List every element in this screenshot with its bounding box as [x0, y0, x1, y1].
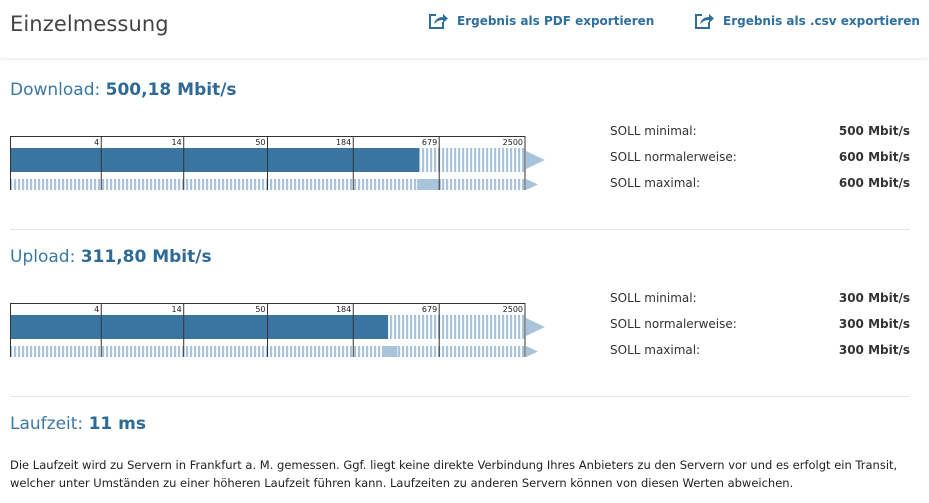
download-section: Download: 500,18 Mbit/s	[10, 80, 910, 100]
soll-range	[383, 346, 398, 357]
soll-value: 500 Mbit/s	[838, 124, 910, 138]
tick-label: 679	[422, 305, 437, 314]
divider	[10, 396, 910, 397]
tick-label: 184	[336, 305, 351, 314]
download-value: 500,18 Mbit/s	[105, 80, 237, 100]
tick-label: 14	[172, 138, 182, 147]
soll-row: SOLL normalerweise: 300 Mbit/s	[610, 317, 910, 343]
soll-label: SOLL normalerweise:	[610, 150, 737, 164]
latency-section: Laufzeit: 11 ms	[10, 414, 910, 434]
soll-row: SOLL minimal: 500 Mbit/s	[610, 124, 910, 150]
soll-label: SOLL minimal:	[610, 291, 697, 305]
tick-label: 50	[255, 138, 265, 147]
export-csv-label: Ergebnis als .csv exportieren	[723, 14, 920, 28]
export-pdf-label: Ergebnis als PDF exportieren	[457, 14, 655, 28]
gauge-arrow	[526, 318, 545, 336]
tick-label: 4	[94, 138, 99, 147]
tick-label: 50	[255, 305, 265, 314]
measured-bar	[10, 148, 420, 172]
soll-label: SOLL minimal:	[610, 124, 697, 138]
latency-label: Laufzeit:	[10, 414, 89, 434]
measured-bar	[10, 315, 388, 339]
divider	[10, 229, 910, 230]
header-bar: Einzelmessung Ergebnis als PDF exportier…	[0, 0, 929, 58]
latency-note: Die Laufzeit wird zu Servern in Frankfur…	[10, 458, 898, 490]
soll-arrow	[526, 346, 538, 357]
tick-label: 14	[172, 305, 182, 314]
soll-row: SOLL minimal: 300 Mbit/s	[610, 291, 910, 317]
tick-label: 4	[94, 305, 99, 314]
upload-gauge: 4 14 50 184 679 2500	[10, 303, 545, 357]
upload-label: Upload:	[10, 247, 81, 267]
soll-row: SOLL maximal: 300 Mbit/s	[610, 343, 910, 369]
export-pdf-button[interactable]: Ergebnis als PDF exportieren	[427, 10, 654, 32]
download-title: Download: 500,18 Mbit/s	[10, 80, 910, 100]
soll-value: 600 Mbit/s	[838, 150, 910, 164]
upload-value: 311,80 Mbit/s	[80, 247, 212, 267]
export-icon	[429, 14, 448, 29]
latency-value: 11 ms	[88, 414, 146, 434]
soll-value: 300 Mbit/s	[838, 317, 910, 331]
export-csv-button[interactable]: Ergebnis als .csv exportieren	[693, 10, 920, 32]
gauge-arrow	[526, 151, 545, 169]
tick-label: 2500	[503, 138, 523, 147]
download-soll-list: SOLL minimal: 500 Mbit/s SOLL normalerwe…	[610, 124, 910, 202]
soll-label: SOLL maximal:	[610, 343, 701, 357]
soll-value: 300 Mbit/s	[838, 343, 910, 357]
export-icon	[695, 14, 714, 29]
download-label: Download:	[10, 80, 106, 100]
soll-value: 600 Mbit/s	[838, 176, 910, 190]
upload-section: Upload: 311,80 Mbit/s	[10, 247, 910, 267]
soll-range	[417, 179, 442, 190]
tick-label: 184	[336, 138, 351, 147]
soll-label: SOLL maximal:	[610, 176, 701, 190]
soll-label: SOLL normalerweise:	[610, 317, 737, 331]
soll-arrow	[526, 179, 538, 190]
upload-title: Upload: 311,80 Mbit/s	[10, 247, 910, 267]
soll-row: SOLL maximal: 600 Mbit/s	[610, 176, 910, 202]
soll-row: SOLL normalerweise: 600 Mbit/s	[610, 150, 910, 176]
download-gauge: 4 14 50 184 679 2500	[10, 136, 545, 190]
soll-value: 300 Mbit/s	[838, 291, 910, 305]
tick-label: 679	[422, 138, 437, 147]
latency-title: Laufzeit: 11 ms	[10, 414, 910, 434]
tick-label: 2500	[503, 305, 523, 314]
page-title: Einzelmessung	[10, 12, 169, 36]
upload-soll-list: SOLL minimal: 300 Mbit/s SOLL normalerwe…	[610, 291, 910, 369]
